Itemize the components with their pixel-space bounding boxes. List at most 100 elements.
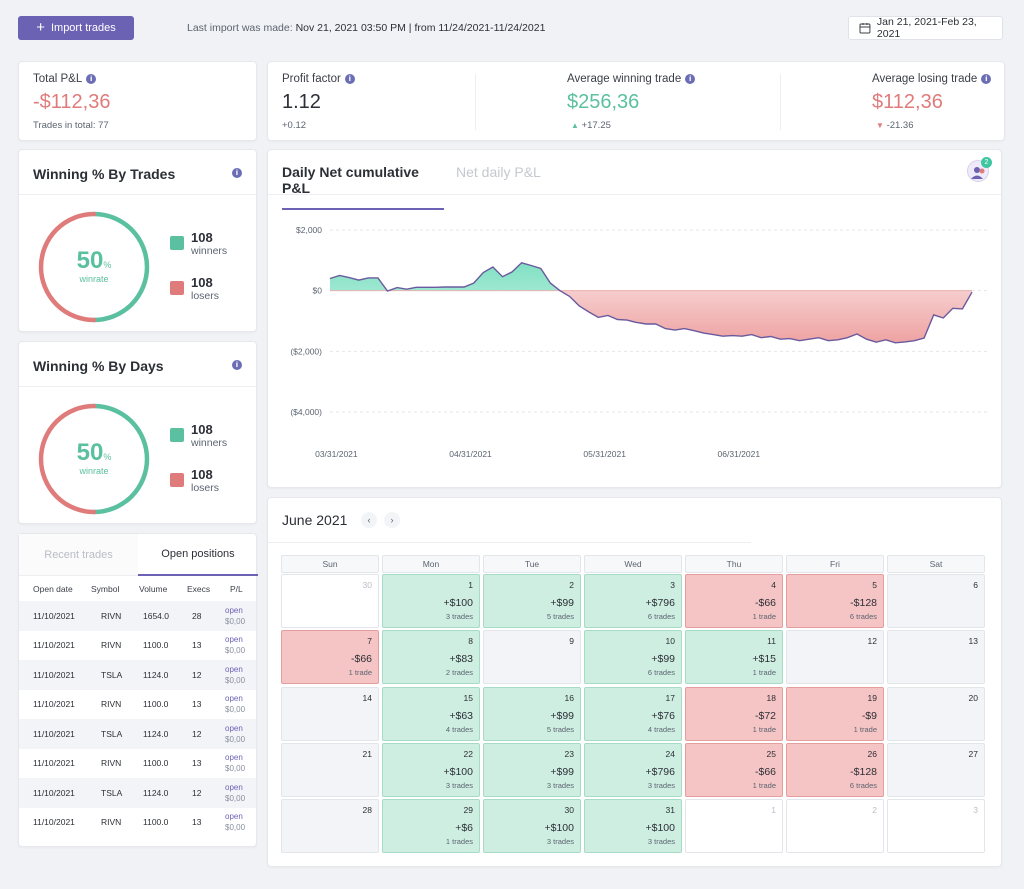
day-pl-amount: +$99 (550, 709, 574, 722)
day-number: 13 (968, 636, 978, 647)
winrate-caption: winrate (79, 274, 109, 284)
cell-symbol: TSLA (101, 787, 123, 798)
calendar-day[interactable]: 26 -$128 6 trades (786, 742, 884, 797)
x-tick-label: 04/31/2021 (449, 449, 492, 459)
calendar-day[interactable]: 2 (786, 799, 884, 854)
day-number: 20 (968, 692, 978, 703)
table-row[interactable]: 11/10/2021 TSLA 1124.0 12 open $0,00 (19, 719, 256, 749)
losers-label: losers (191, 290, 220, 302)
tab-net-daily[interactable]: Net daily P&L (456, 164, 541, 180)
calendar-day[interactable]: 29 +$6 1 trades (382, 799, 480, 854)
calendar-day[interactable]: 1 (685, 799, 783, 854)
calendar-day[interactable]: 25 -$66 1 trade (685, 742, 783, 797)
y-tick-label: $2,000 (296, 225, 322, 235)
info-icon[interactable]: i (232, 360, 242, 370)
calendar-day[interactable]: 30 (281, 574, 379, 628)
calendar-day[interactable]: 18 -$72 1 trade (685, 686, 783, 741)
cell-symbol: RIVN (101, 699, 122, 710)
calendar-day[interactable]: 31 +$100 3 trades (584, 799, 682, 854)
calendar-day[interactable]: 20 (887, 686, 985, 741)
day-pl-amount: -$66 (350, 653, 372, 666)
import-trades-button[interactable]: + Import trades (18, 16, 134, 40)
info-icon[interactable]: i (344, 74, 355, 84)
calendar-day[interactable]: 4 -$66 1 trade (685, 574, 783, 628)
tab-open-positions[interactable]: Open positions (138, 534, 258, 576)
calendar-day[interactable]: 10 +$99 6 trades (584, 630, 682, 685)
calendar-day[interactable]: 7 -$66 1 trade (281, 630, 379, 685)
cell-symbol: RIVN (101, 758, 122, 769)
calendar-day[interactable]: 22 +$100 3 trades (382, 742, 480, 797)
series-line (329, 262, 973, 344)
table-row[interactable]: 11/10/2021 RIVN 1100.0 13 open $0,00 (19, 690, 256, 720)
calendar-day[interactable]: 17 +$76 4 trades (584, 686, 682, 741)
calendar-day[interactable]: 2 +$99 5 trades (483, 574, 581, 628)
day-number: 2 (569, 580, 574, 590)
winrate-donut (38, 403, 150, 515)
table-row[interactable]: 11/10/2021 TSLA 1124.0 12 open $0,00 (19, 660, 256, 690)
calendar-day[interactable]: 8 +$83 2 trades (382, 630, 480, 685)
total-pl-value: -$112,36 (33, 91, 111, 113)
table-row[interactable]: 11/10/2021 RIVN 1654.0 28 open $0,00 (19, 601, 256, 631)
info-icon[interactable]: i (981, 74, 992, 84)
winning-by-trades-title: Winning % By Trades (33, 166, 176, 182)
winning-by-days-title: Winning % By Days (33, 358, 164, 374)
calendar-day[interactable]: 15 +$63 4 trades (382, 686, 480, 741)
table-row[interactable]: 11/10/2021 RIVN 1100.0 13 open $0,00 (19, 749, 256, 779)
calendar-day[interactable]: 24 +$796 3 trades (584, 742, 682, 797)
date-range-picker[interactable]: Jan 21, 2021-Feb 23, 2021 (848, 16, 1003, 40)
day-number: 25 (766, 748, 776, 759)
day-trade-count: 1 trade (853, 724, 877, 734)
calendar-day[interactable]: 13 (887, 630, 985, 685)
calendar-day[interactable]: 23 +$99 3 trades (483, 742, 581, 797)
cell-pl: open $0,00 (225, 808, 245, 838)
calendar-day[interactable]: 30 +$100 3 trades (483, 799, 581, 854)
avg-win-change: +17.25 (581, 120, 611, 131)
calendar-next-button[interactable]: › (384, 512, 400, 528)
legend-losers: 108 losers (170, 275, 219, 302)
info-icon[interactable]: i (86, 74, 97, 84)
info-icon[interactable]: i (232, 168, 242, 178)
winning-by-trades-card: Winning % By Trades i 50% winrate 108 win… (18, 149, 257, 332)
info-icon[interactable]: i (685, 74, 696, 84)
donut-losers-arc (38, 211, 97, 323)
cell-volume: 1100.0 (143, 758, 169, 769)
calendar-day[interactable]: 5 -$128 6 trades (786, 574, 884, 628)
day-trade-count: 6 trades (849, 780, 877, 790)
cell-execs: 13 (192, 640, 202, 651)
calendar-day[interactable]: 21 (281, 742, 379, 797)
col-open-date: Open date (33, 584, 73, 594)
calendar-day[interactable]: 12 (786, 630, 884, 685)
calendar-day[interactable]: 3 (887, 799, 985, 854)
calendar-day[interactable]: 28 (281, 799, 379, 854)
pl-status: open (225, 723, 243, 733)
cell-symbol: TSLA (101, 669, 123, 680)
day-number: 9 (569, 636, 574, 647)
day-pl-amount: +$76 (651, 709, 675, 722)
day-trade-count: 1 trade (752, 668, 776, 678)
plus-icon: + (36, 19, 45, 36)
chart-settings-avatar[interactable]: 2 (967, 157, 992, 182)
calendar-day[interactable]: 14 (281, 686, 379, 741)
table-row[interactable]: 11/10/2021 RIVN 1100.0 13 open $0,00 (19, 808, 256, 838)
y-tick-label: $0 (313, 286, 323, 296)
day-pl-amount: -$9 (861, 709, 877, 722)
calendar-day[interactable]: 1 +$100 3 trades (382, 574, 480, 628)
tab-recent-trades[interactable]: Recent trades (19, 534, 138, 576)
calendar-day[interactable]: 9 (483, 630, 581, 685)
calendar-day[interactable]: 6 (887, 574, 985, 628)
cell-execs: 12 (192, 728, 202, 739)
calendar-day[interactable]: 16 +$99 5 trades (483, 686, 581, 741)
calendar-day[interactable]: 3 +$796 6 trades (584, 574, 682, 628)
table-row[interactable]: 11/10/2021 TSLA 1124.0 12 open $0,00 (19, 778, 256, 808)
calendar-prev-button[interactable]: ‹ (361, 512, 377, 528)
calendar-day[interactable]: 11 +$15 1 trade (685, 630, 783, 685)
cell-volume: 1124.0 (143, 787, 169, 798)
calendar-month-title: June 2021 (282, 512, 348, 528)
table-row[interactable]: 11/10/2021 RIVN 1100.0 13 open $0,00 (19, 631, 256, 661)
tab-daily-cumulative[interactable]: Daily Net cumulative P&L (282, 164, 444, 210)
day-number: 3 (973, 805, 978, 816)
day-number: 23 (564, 748, 574, 759)
calendar-day[interactable]: 27 (887, 742, 985, 797)
cell-pl: open $0,00 (225, 749, 245, 779)
calendar-day[interactable]: 19 -$9 1 trade (786, 686, 884, 741)
